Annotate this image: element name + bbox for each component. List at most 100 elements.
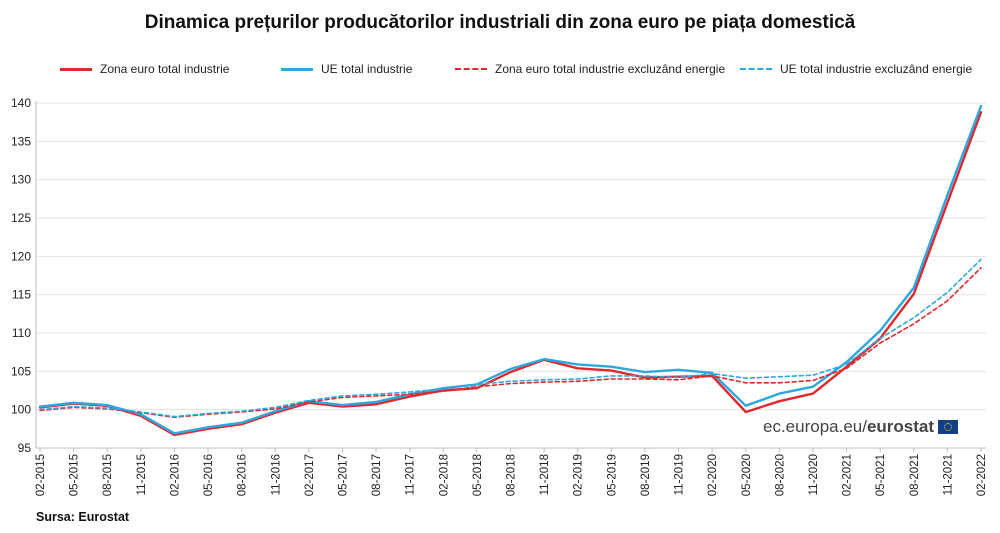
legend: Zona euro total industrie UE total indust… [60, 62, 1000, 84]
x-tick-label-02-2019: 02-2019 [573, 454, 585, 496]
series-4-point-05-2017 [341, 395, 343, 397]
legend-swatch-1 [60, 67, 92, 71]
y-tick-label-95: 95 [18, 441, 32, 455]
series-3-point-02-2019 [577, 380, 579, 382]
series-2-point-08-2020 [778, 392, 780, 394]
x-tick-label-11-2015: 11-2015 [136, 454, 148, 495]
x-tick-label-11-2018: 11-2018 [539, 454, 551, 495]
series-4-point-02-2022 [980, 258, 982, 260]
series-2-point-05-2017 [341, 404, 343, 406]
series-4-point-05-2021 [879, 337, 881, 339]
x-tick-label-05-2021: 05-2021 [875, 454, 887, 496]
brand-name: eurostat [866, 417, 935, 436]
series-4-point-08-2020 [778, 376, 780, 378]
series-1-point-08-2018 [509, 371, 511, 373]
series-4-point-11-2016 [274, 406, 276, 408]
series-3-point-11-2020 [812, 379, 814, 381]
eurostat-brand: ec.europa.eu/eurostat [763, 417, 959, 437]
series-4-point-11-2018 [543, 379, 545, 381]
series-4-point-11-2015 [140, 411, 142, 413]
series-line-2 [38, 104, 983, 435]
series-4-point-05-2019 [610, 375, 612, 377]
series-3-point-02-2018 [442, 390, 444, 392]
series-2-point-08-2018 [509, 368, 511, 370]
x-tick-label-08-2016: 08-2016 [237, 454, 249, 496]
legend-swatch-2 [281, 67, 313, 71]
series-3-point-05-2020 [745, 382, 747, 384]
brand-prefix: ec.europa.eu/ [763, 417, 867, 436]
x-tick-label-05-2019: 05-2019 [606, 454, 618, 496]
y-tick-label-125: 125 [11, 211, 31, 225]
series-4-point-11-2021 [946, 291, 948, 293]
x-tick-label-08-2017: 08-2017 [371, 454, 383, 496]
y-tick-label-105: 105 [11, 364, 31, 378]
series-3-point-05-2018 [476, 385, 478, 387]
series-2-point-08-2019 [644, 371, 646, 373]
y-tick-label-100: 100 [11, 403, 31, 417]
series-1-point-08-2021 [913, 293, 915, 295]
series-3-point-11-2018 [543, 381, 545, 383]
legend-label-1: Zona euro total industrie [100, 62, 230, 76]
source-note: Sursa: Eurostat [36, 510, 130, 524]
x-tick-label-08-2021: 08-2021 [909, 454, 921, 496]
x-tick-label-02-2016: 02-2016 [169, 454, 181, 496]
x-tick-label-08-2020: 08-2020 [774, 454, 786, 496]
x-tick-label-02-2018: 02-2018 [438, 454, 450, 496]
y-tick-label-115: 115 [12, 288, 31, 302]
series-2-point-05-2019 [610, 366, 612, 368]
series-4-point-05-2016 [207, 412, 209, 414]
x-tick-label-02-2020: 02-2020 [707, 454, 719, 496]
series-2-point-08-2017 [375, 401, 377, 403]
series-4-point-11-2017 [408, 391, 410, 393]
x-tick-label-08-2018: 08-2018 [506, 454, 518, 496]
eu-flag-icon [938, 420, 959, 434]
series-3-point-11-2017 [408, 393, 410, 395]
y-tick-label-130: 130 [11, 173, 31, 187]
series-4-point-05-2018 [476, 383, 478, 385]
series-4-point-08-2019 [644, 375, 646, 377]
series-3-point-08-2021 [913, 323, 915, 325]
x-tick-label-02-2017: 02-2017 [304, 454, 316, 496]
series-4-point-08-2017 [375, 393, 377, 395]
series-2-point-02-2015 [39, 405, 41, 407]
series-4-point-02-2016 [173, 415, 175, 417]
x-tick-label-02-2015: 02-2015 [35, 454, 47, 496]
x-tick-label-11-2020: 11-2020 [808, 454, 820, 495]
series-1-point-05-2020 [745, 411, 747, 413]
legend-item-4: UE total industrie excluzând energie [740, 62, 972, 76]
series-3-point-08-2019 [644, 378, 646, 380]
x-tick-label-02-2021: 02-2021 [842, 454, 854, 496]
series-line-3 [39, 266, 982, 419]
series-3-point-08-2018 [509, 382, 511, 384]
series-2-point-11-2018 [543, 358, 545, 360]
x-tick-label-05-2020: 05-2020 [741, 454, 753, 496]
x-tick-label-05-2018: 05-2018 [472, 454, 484, 496]
legend-item-1: Zona euro total industrie [60, 62, 229, 76]
series-4-point-02-2018 [442, 388, 444, 390]
legend-swatch-3 [455, 68, 487, 70]
series-4-point-11-2019 [677, 376, 679, 378]
legend-label-3: Zona euro total industrie excluzând ener… [495, 62, 726, 76]
series-4-point-11-2020 [812, 374, 814, 376]
series-2-point-11-2020 [812, 385, 814, 387]
series-2-point-02-2019 [577, 363, 579, 365]
x-tick-label-11-2019: 11-2019 [674, 454, 686, 495]
series-3-point-11-2019 [677, 379, 679, 381]
series-line-1 [38, 110, 983, 437]
series-3-point-02-2021 [845, 367, 847, 369]
series-1-point-08-2017 [375, 403, 377, 405]
series-4-point-02-2019 [577, 378, 579, 380]
series-4-point-02-2015 [39, 408, 41, 410]
series-3-point-02-2022 [980, 267, 982, 269]
series-2-point-08-2021 [913, 287, 915, 289]
x-tick-label-08-2015: 08-2015 [102, 454, 114, 496]
series-1-point-11-2020 [812, 392, 814, 394]
legend-label-2: UE total industrie [321, 62, 413, 76]
x-tick-label-05-2017: 05-2017 [337, 454, 349, 496]
series-2-point-08-2015 [106, 404, 108, 406]
y-tick-label-135: 135 [11, 134, 31, 148]
y-tick-label-140: 140 [11, 96, 31, 110]
x-tick-label-11-2016: 11-2016 [270, 454, 282, 495]
legend-label-4: UE total industrie excluzând energie [780, 62, 973, 76]
x-tick-label-05-2015: 05-2015 [69, 454, 81, 496]
